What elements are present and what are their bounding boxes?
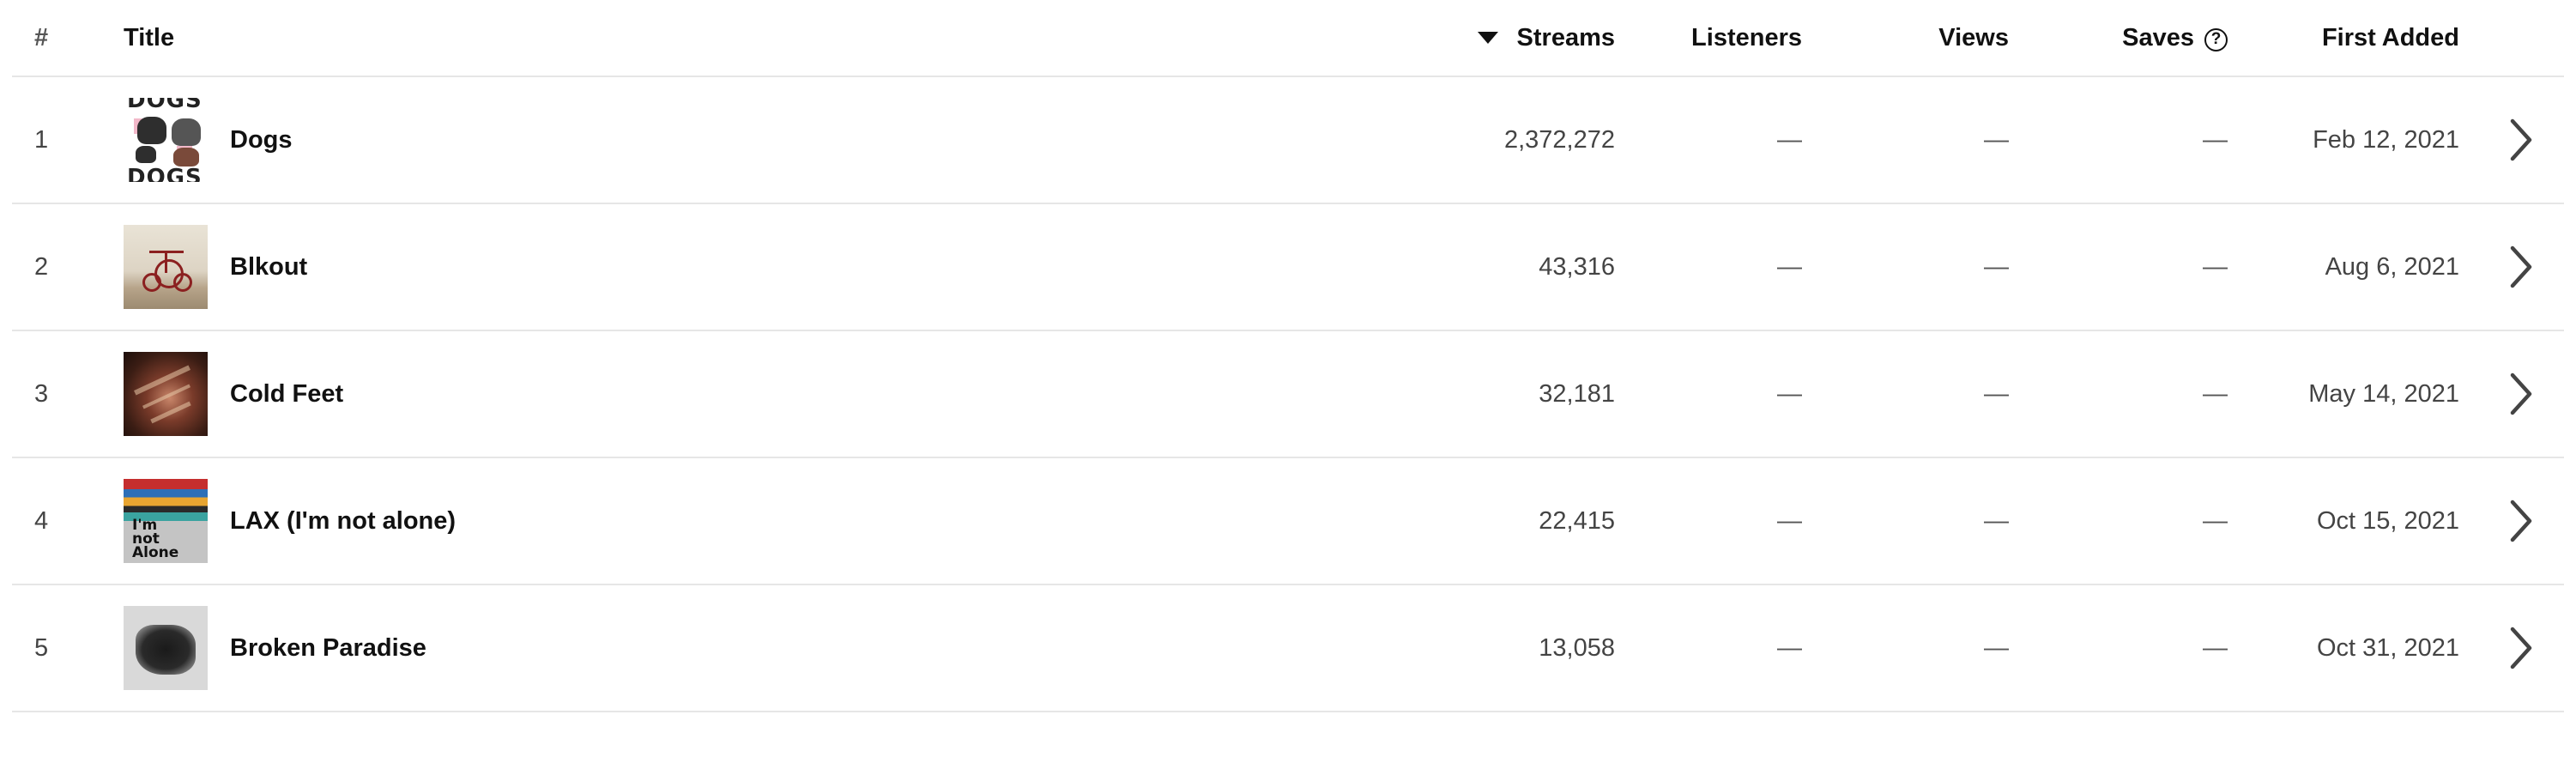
track-title[interactable]: LAX (I'm not alone) [230, 506, 457, 535]
table-header: # Title Streams Listeners Views Saves ? … [12, 0, 2564, 77]
track-title[interactable]: Dogs [230, 125, 293, 154]
row-title-cell[interactable]: Cold Feet [124, 331, 1239, 457]
listeners-value: — [1777, 633, 1802, 662]
cover-art [124, 352, 208, 436]
listeners-value: — [1777, 506, 1802, 535]
track-title[interactable]: Blkout [230, 252, 308, 281]
table-row[interactable]: 3 Cold Feet 32,181 — — — May 14, 2021 [12, 331, 2564, 458]
first-added-value: Oct 31, 2021 [2316, 633, 2459, 662]
views-value: — [1984, 633, 2009, 662]
listeners-value: — [1777, 379, 1802, 408]
column-header-streams[interactable]: Streams [1477, 0, 1615, 76]
saves-value: — [2203, 633, 2228, 662]
streams-value: 13,058 [1539, 633, 1615, 662]
column-header-saves-label: Saves [2122, 23, 2194, 51]
row-title-cell[interactable]: DOGS DOGS Dogs [124, 77, 1239, 203]
streams-value: 43,316 [1539, 252, 1615, 281]
chevron-right-icon[interactable] [2495, 585, 2547, 711]
cover-art: I'm not Alone [124, 479, 208, 563]
cover-art [124, 225, 208, 309]
track-title[interactable]: Cold Feet [230, 379, 344, 408]
table-row[interactable]: 1 DOGS DOGS Dogs 2,372,272 — — — Feb 12,… [12, 77, 2564, 204]
views-value: — [1984, 506, 2009, 535]
track-title[interactable]: Broken Paradise [230, 633, 426, 662]
chevron-right-icon[interactable] [2495, 331, 2547, 457]
cover-art [124, 606, 208, 690]
cover-art: DOGS DOGS [124, 98, 208, 182]
views-value: — [1984, 125, 2009, 154]
listeners-value: — [1777, 252, 1802, 281]
views-value: — [1984, 379, 2009, 408]
first-added-value: Feb 12, 2021 [2313, 125, 2459, 154]
caret-down-icon [1477, 32, 1498, 44]
saves-value: — [2203, 379, 2228, 408]
column-header-listeners[interactable]: Listeners [1691, 23, 1802, 51]
first-added-value: Aug 6, 2021 [2325, 252, 2459, 281]
column-header-streams-label: Streams [1516, 23, 1615, 51]
saves-value: — [2203, 125, 2228, 154]
row-number: 4 [34, 506, 49, 535]
saves-value: — [2203, 506, 2228, 535]
column-header-first-added[interactable]: First Added [2321, 23, 2459, 51]
streams-value: 22,415 [1539, 506, 1615, 535]
chevron-right-icon[interactable] [2495, 204, 2547, 330]
first-added-value: May 14, 2021 [2308, 379, 2459, 408]
table-row[interactable]: 2 Blkout 43,316 — — — Aug 6, 2021 [12, 204, 2564, 331]
row-number: 2 [34, 252, 49, 281]
row-title-cell[interactable]: Blkout [124, 204, 1239, 330]
table-row[interactable]: 4 I'm not Alone LAX (I'm not alone) 22,4… [12, 458, 2564, 585]
streams-value: 2,372,272 [1503, 125, 1615, 154]
row-number: 1 [34, 125, 49, 154]
songs-table: # Title Streams Listeners Views Saves ? … [12, 0, 2564, 712]
views-value: — [1984, 252, 2009, 281]
chevron-right-icon[interactable] [2495, 77, 2547, 203]
question-circle-icon[interactable]: ? [2204, 27, 2228, 51]
column-header-number: # [34, 23, 49, 51]
first-added-value: Oct 15, 2021 [2316, 506, 2459, 535]
chevron-right-icon[interactable] [2495, 458, 2547, 584]
column-header-saves[interactable]: Saves ? [2122, 0, 2228, 76]
streams-value: 32,181 [1539, 379, 1615, 408]
row-title-cell[interactable]: Broken Paradise [124, 585, 1239, 711]
row-number: 5 [34, 633, 49, 662]
column-header-title[interactable]: Title [124, 23, 175, 51]
row-number: 3 [34, 379, 49, 408]
row-title-cell[interactable]: I'm not Alone LAX (I'm not alone) [124, 458, 1239, 584]
column-header-views[interactable]: Views [1938, 23, 2009, 51]
table-row[interactable]: 5 Broken Paradise 13,058 — — — Oct 31, 2… [12, 585, 2564, 712]
saves-value: — [2203, 252, 2228, 281]
listeners-value: — [1777, 125, 1802, 154]
